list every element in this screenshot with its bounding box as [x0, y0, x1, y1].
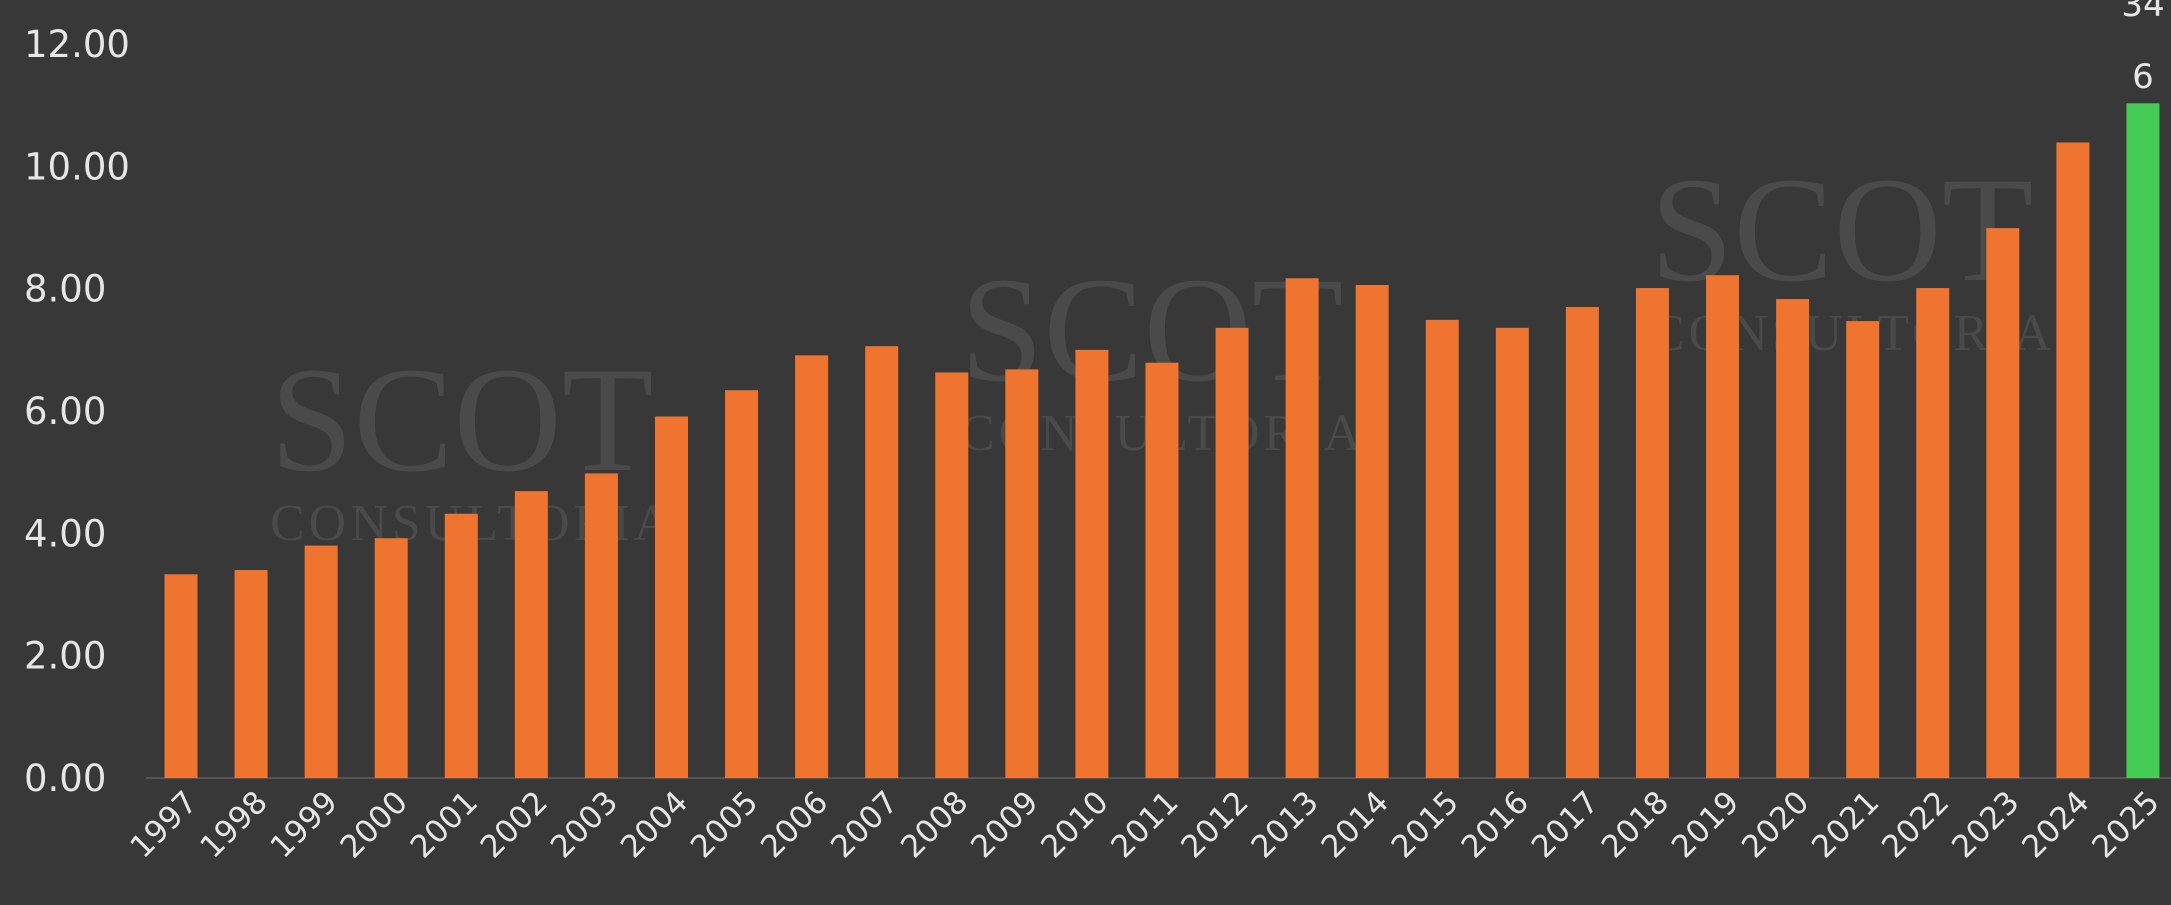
bar: [1916, 288, 1950, 778]
bar: [654, 416, 688, 778]
bar: [514, 491, 548, 778]
bar: [164, 574, 198, 778]
y-tick-label: 12.00: [24, 23, 130, 66]
bar: [1145, 362, 1179, 778]
y-tick-label: 10.00: [24, 145, 130, 188]
bar: [584, 473, 618, 778]
bar: [304, 545, 338, 778]
y-tick-label: 2.00: [24, 635, 106, 678]
bar: [1776, 299, 1810, 778]
bar: [1495, 327, 1529, 778]
y-tick-label: 0.00: [24, 757, 106, 800]
bar: [1706, 275, 1740, 778]
bar: [1285, 278, 1319, 778]
y-tick-label: 4.00: [24, 512, 106, 555]
bar: [444, 513, 478, 778]
bar: [2056, 142, 2090, 778]
bar: [1986, 228, 2020, 778]
bar: [1215, 327, 1249, 778]
bar: [2126, 103, 2160, 778]
y-tick-label: 8.00: [24, 268, 106, 311]
bar: [1005, 369, 1039, 778]
y-tick-label: 6.00: [24, 390, 106, 433]
bar: [1635, 288, 1669, 778]
annotation: 34: [2121, 0, 2164, 25]
bar: [1075, 349, 1109, 778]
bar: [234, 570, 268, 778]
annotation: 6: [2132, 57, 2154, 97]
bar: [1846, 321, 1880, 778]
bar: [725, 390, 759, 778]
bar: [795, 355, 829, 778]
bar: [1425, 319, 1459, 778]
bar: [935, 372, 969, 778]
bar: [865, 346, 899, 778]
bar: [1355, 284, 1389, 778]
bar: [1565, 307, 1599, 778]
bar: [374, 538, 408, 778]
